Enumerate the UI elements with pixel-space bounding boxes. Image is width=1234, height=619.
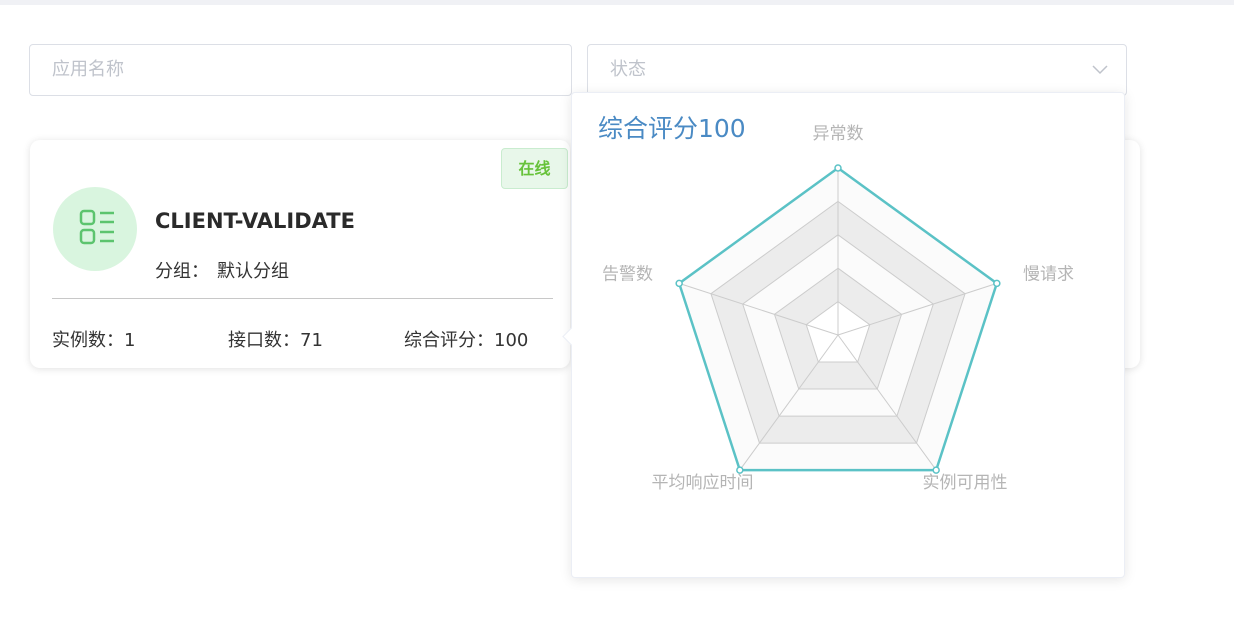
chevron <box>1092 65 1108 75</box>
divider <box>52 298 553 299</box>
placeholder: 状态 <box>610 59 646 80</box>
score-popover: 综合评分100 异常数慢请求实例可用性 平均响应时间 告警数 <box>571 92 1125 578</box>
app-icon <box>53 187 137 271</box>
placeholder: 应用名称 <box>52 59 124 80</box>
radar-point <box>993 279 1001 288</box>
radar-point <box>736 466 744 474</box>
indicator-label: 异常数 <box>813 124 864 144</box>
indicator-label: 慢请求 <box>1023 264 1074 285</box>
radar-area <box>677 166 999 472</box>
indicator-label: 告警数 <box>602 265 653 285</box>
app-name-input[interactable]: 应用名称 <box>29 44 572 96</box>
instances-label: 实例数： <box>52 330 124 351</box>
spoke <box>837 282 997 336</box>
group-label: 分组： <box>155 261 209 282</box>
group-value: 默认分组 <box>217 261 289 282</box>
spoke <box>837 334 937 471</box>
indicator-label: 实例可用性 <box>922 473 1007 493</box>
status-badge: 在线 <box>501 148 568 189</box>
score-value: 100 <box>494 330 529 351</box>
app-name: CLIENT-VALIDATE <box>155 209 355 233</box>
instances-value: 1 <box>124 330 136 351</box>
spoke <box>679 282 839 336</box>
score-label: 综合评分： <box>404 330 494 351</box>
apis-value: 71 <box>300 330 323 351</box>
app-card[interactable]: 在线 CLIENT-VALIDATE 分组： 默认分组 实例数：1 接口数：71 … <box>30 140 570 368</box>
status-select[interactable]: 状态 <box>587 44 1127 96</box>
apis-label: 接口数： <box>228 330 300 351</box>
spoke <box>739 334 839 471</box>
indicator-label: 平均响应时间 <box>652 473 754 493</box>
chart-title: 综合评分100 <box>598 114 746 143</box>
radar-point <box>932 466 940 474</box>
radar-point <box>675 279 683 288</box>
top-bar <box>0 0 1234 5</box>
radar-point <box>834 164 842 172</box>
